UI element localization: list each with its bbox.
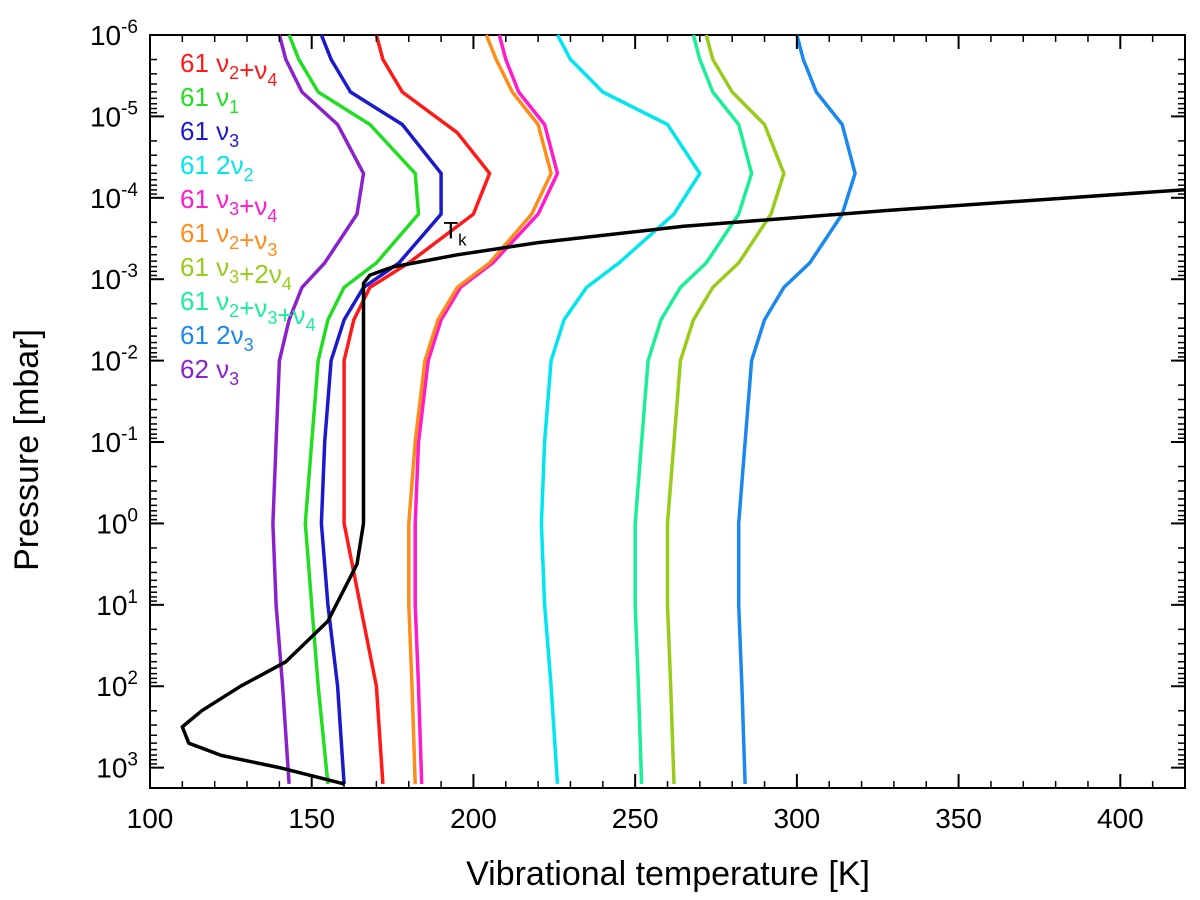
series-line-1 xyxy=(342,34,492,785)
y-axis-label: Pressure [mbar] xyxy=(8,329,46,571)
tk-label: Tk xyxy=(443,218,467,250)
plot-frame xyxy=(149,34,1186,789)
x-tick-label: 250 xyxy=(612,803,659,834)
y-tick-label: 103 xyxy=(96,750,138,784)
series-line-7 xyxy=(665,34,786,784)
series-line-4 xyxy=(539,34,702,785)
x-tick-label: 200 xyxy=(450,803,497,834)
axes-layer: 100 150 200 250 300 350 400 10-6 10-5 10-4 10-3 10-… xyxy=(90,17,1185,834)
legend-entry-2: 61 ν1 xyxy=(180,82,239,117)
series-line-5 xyxy=(413,34,560,784)
y-tick-label: 10-2 xyxy=(90,343,138,377)
x-tick-label: 150 xyxy=(288,803,335,834)
legend-entry-9: 61 2ν3 xyxy=(180,320,254,355)
y-tick-label: 102 xyxy=(96,668,138,702)
x-tick-label: 350 xyxy=(935,803,982,834)
plot-area xyxy=(149,34,1186,789)
series-line-8 xyxy=(633,34,754,784)
x-tick-label: 300 xyxy=(774,803,821,834)
legend-entry-8: 61 ν2+ν3+ν4 xyxy=(180,286,316,335)
x-tick-label: 400 xyxy=(1097,803,1144,834)
series-line-10 xyxy=(271,34,366,785)
legend-entry-10: 62 ν3 xyxy=(180,354,239,389)
y-tick-label: 100 xyxy=(96,505,138,539)
y-tick-label: 10-5 xyxy=(90,98,138,132)
series-line-6 xyxy=(407,34,553,784)
legend-entry-4: 61 2ν2 xyxy=(180,150,254,185)
series-layer xyxy=(180,34,1186,786)
y-tick-label: 10-3 xyxy=(90,261,138,295)
series-line-2 xyxy=(287,34,421,785)
legend-entry-1: 61 ν2+ν4 xyxy=(180,48,277,90)
y-tick-label: 101 xyxy=(96,587,138,621)
y-tick-label: 10-4 xyxy=(90,180,138,214)
legend-entry-5: 61 ν3+ν4 xyxy=(180,184,277,226)
y-tick-label: 10-1 xyxy=(90,424,138,458)
series-line-9 xyxy=(736,34,857,784)
legend-entry-7: 61 ν3+2ν4 xyxy=(180,252,292,294)
y-tick-label: 10-6 xyxy=(90,17,138,51)
legend-entry-3: 61 ν3 xyxy=(180,116,239,151)
tk-line xyxy=(180,187,1186,786)
tk-annotation: Tk xyxy=(443,218,467,250)
x-axis-label: Vibrational temperature [K] xyxy=(466,855,870,893)
x-tick-label: 100 xyxy=(127,803,174,834)
legend-entry-6: 61 ν2+ν3 xyxy=(180,218,277,260)
